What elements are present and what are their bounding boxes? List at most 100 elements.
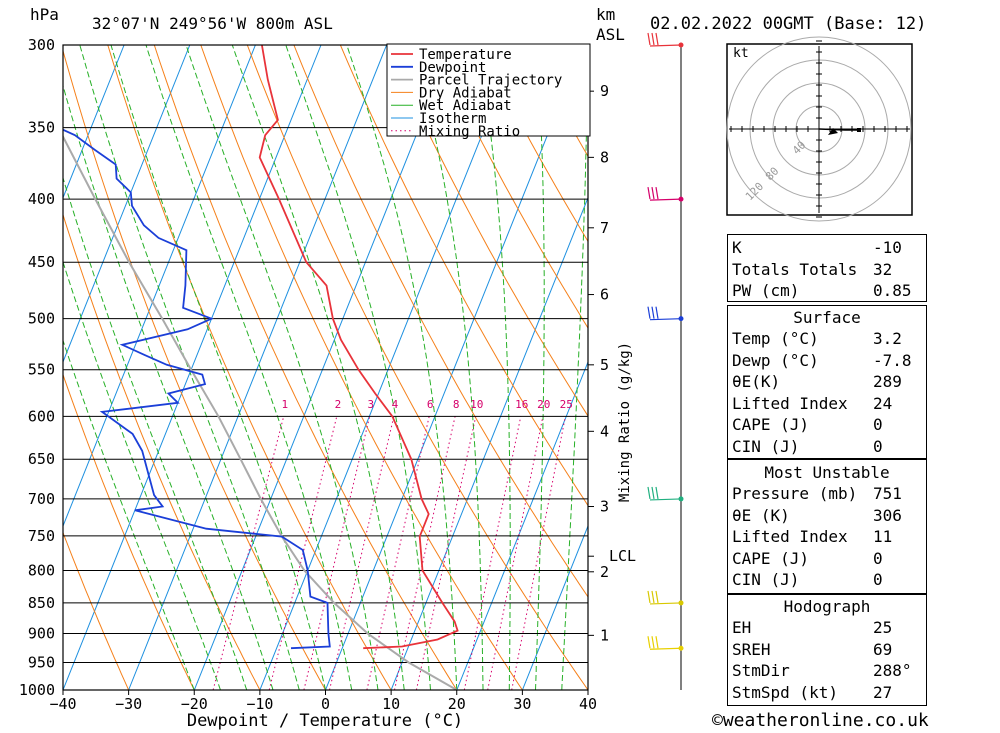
row-key: Pressure (mb) xyxy=(732,484,858,503)
dry-adiabat-line xyxy=(153,45,458,690)
asl-label: ASL xyxy=(596,25,625,44)
legend-label: Wet Adiabat xyxy=(419,98,512,114)
wind-barb-flag xyxy=(651,306,655,319)
wet-adiabat-line xyxy=(561,45,588,690)
row-key: CAPE (J) xyxy=(732,548,810,568)
table-row: PW (cm) 0.85 xyxy=(728,280,926,301)
location-title: 32°07'N 249°56'W 800m ASL xyxy=(92,14,333,33)
mixing-ratio-line xyxy=(463,416,522,690)
pressure-tick-label: 650 xyxy=(28,450,55,468)
indices-table: K -10 Totals Totals 32 PW (cm) 0.85 xyxy=(727,234,927,302)
row-value: -7.8 xyxy=(873,350,912,370)
table-row: StmSpd (kt) 27 xyxy=(728,682,926,703)
wind-barb-shaft xyxy=(649,602,682,605)
mixing-ratio-label: 16 xyxy=(515,398,528,411)
isotherm-line xyxy=(521,524,588,690)
wind-barb-flag xyxy=(647,32,651,46)
hodograph-table: Hodograph EH 25 SREH 69 StmDir 288° StmSpd (kt… xyxy=(727,594,927,706)
table-row: CAPE (J) 0 xyxy=(728,548,926,569)
table-row: Lifted Index 24 xyxy=(728,393,926,414)
table-row: Pressure (mb) 751 xyxy=(728,483,926,504)
row-value: 27 xyxy=(873,682,893,702)
parcel-trajectory-line xyxy=(63,134,458,690)
wind-barb-flag xyxy=(647,187,651,200)
row-key: StmDir xyxy=(732,661,790,680)
wind-barb-shaft xyxy=(649,498,682,501)
row-key: EH xyxy=(732,618,752,637)
legend-label: Parcel Trajectory xyxy=(419,73,562,89)
profiles xyxy=(63,45,459,690)
pressure-tick-label: 550 xyxy=(28,361,55,379)
wind-barb-flag xyxy=(651,187,655,200)
wind-barb-flag xyxy=(647,590,651,604)
wind-barb-flag xyxy=(651,486,655,500)
isotherm-line xyxy=(456,360,588,690)
pressure-tick-label: 300 xyxy=(28,36,55,54)
copyright: ©weatheronline.co.uk xyxy=(712,710,929,731)
dry-adiabat-line xyxy=(339,45,588,507)
row-value: 24 xyxy=(873,393,893,413)
row-value: 0 xyxy=(873,415,883,434)
pressure-tick-label: 750 xyxy=(28,527,55,545)
dry-adiabat-line xyxy=(386,45,588,417)
table-row: CAPE (J) 0 xyxy=(728,414,926,435)
isotherm-line xyxy=(325,45,584,690)
row-key: θE(K) xyxy=(732,372,781,391)
datetime-title: 02.02.2022 00GMT (Base: 12) xyxy=(650,14,926,34)
pressure-tick-label: 450 xyxy=(28,253,55,271)
hodograph-trace xyxy=(818,128,860,131)
wind-barb-flag xyxy=(651,32,655,46)
surface-title: Surface xyxy=(793,308,861,327)
mixing-ratio-line xyxy=(212,416,285,690)
row-value: 3.2 xyxy=(873,329,902,348)
wet-adiabat-line xyxy=(477,45,511,690)
row-key: Lifted Index xyxy=(732,527,848,546)
wind-barb-flag xyxy=(647,486,651,500)
isotherm-line xyxy=(63,45,125,200)
legend-label: Dewpoint xyxy=(419,60,486,76)
wind-barb-flag xyxy=(655,32,659,46)
km-tick-label: 3 xyxy=(600,498,609,516)
row-value: 0.85 xyxy=(873,281,912,300)
row-key: Totals Totals xyxy=(732,259,858,279)
hodograph-end-marker xyxy=(857,128,861,132)
row-key: CAPE (J) xyxy=(732,415,810,434)
dry-adiabat-line xyxy=(479,45,588,243)
x-tick-label: 20 xyxy=(448,695,466,713)
table-row: Temp (°C) 3.2 xyxy=(728,328,926,349)
mixing-ratio-label: 20 xyxy=(537,398,550,411)
isotherm-line xyxy=(63,45,191,364)
x-tick-label: −20 xyxy=(181,695,208,713)
pressure-tick-label: 850 xyxy=(28,594,55,612)
dewpoint-line xyxy=(63,128,331,650)
km-tick-label: 5 xyxy=(600,356,609,374)
storm-motion-marker xyxy=(828,128,838,135)
mixing-ratio-line xyxy=(303,416,371,690)
row-key: StmSpd (kt) xyxy=(732,682,838,702)
row-value: -10 xyxy=(873,238,902,257)
wind-barb-shaft xyxy=(649,318,682,321)
mixing-ratio-labels: 1 2 3 4 6 8 10 16 20 25 xyxy=(282,398,573,411)
surface-table: Surface Temp (°C) 3.2 Dewp (°C) -7.8 θE(K) 28… xyxy=(727,305,927,459)
wet-adiabat-line xyxy=(535,45,545,690)
row-key: Dewp (°C) xyxy=(732,350,819,370)
row-key: SREH xyxy=(732,639,771,659)
most-unstable-title: Most Unstable xyxy=(764,463,890,482)
x-tick-label: 40 xyxy=(579,695,597,713)
row-key: CIN (J) xyxy=(732,570,800,589)
isotherm-line xyxy=(259,45,519,690)
wind-column xyxy=(647,32,684,690)
mixing-ratio-label: 1 xyxy=(282,398,289,411)
mixing-ratio-label: 3 xyxy=(367,398,374,411)
isotherm-line xyxy=(128,45,388,690)
mixing-ratio-label: 6 xyxy=(427,398,434,411)
km-tick-label: 9 xyxy=(600,82,609,100)
legend-label: Dry Adiabat xyxy=(419,85,512,101)
row-value: 25 xyxy=(873,618,893,637)
mixing-ratio-axis-label: Mixing Ratio (g/kg) xyxy=(617,342,633,502)
km-tick-label: 6 xyxy=(600,286,609,304)
km-tick-label: 7 xyxy=(600,219,609,237)
row-value: 0 xyxy=(873,548,883,568)
row-value: 289 xyxy=(873,372,902,391)
legend-label: Temperature xyxy=(419,47,512,63)
